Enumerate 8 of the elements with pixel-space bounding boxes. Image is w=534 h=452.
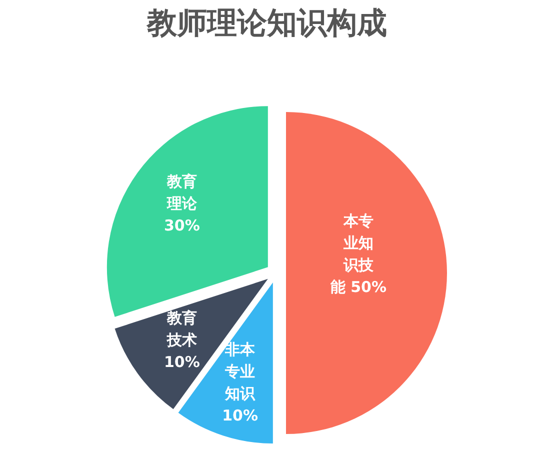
slice-label: 本专业知识技能 50% bbox=[330, 212, 387, 296]
data-label: 30% bbox=[164, 216, 200, 235]
data-label: 10% bbox=[164, 353, 200, 372]
slice-label: 教育技术 bbox=[166, 309, 197, 350]
data-label: 10% bbox=[222, 406, 258, 424]
slice-label: 教育理论 bbox=[166, 172, 198, 213]
slice-label: 非本专业知识 bbox=[224, 340, 256, 402]
chart-title: 教师理论知识构成 bbox=[146, 5, 388, 43]
